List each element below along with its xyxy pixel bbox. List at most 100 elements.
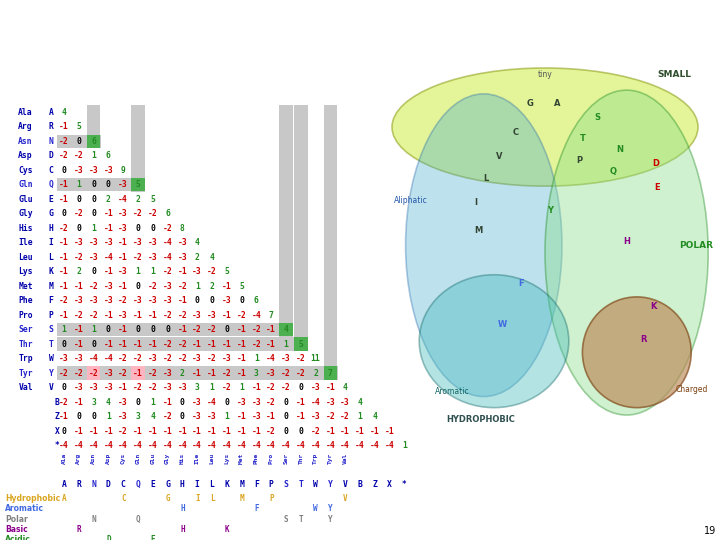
Text: -3: -3	[133, 296, 143, 305]
Text: Asn: Asn	[19, 137, 33, 146]
Text: -2: -2	[207, 325, 217, 334]
Ellipse shape	[419, 275, 569, 408]
Text: H: H	[48, 224, 53, 233]
Text: R: R	[76, 525, 81, 534]
Text: D: D	[106, 536, 111, 540]
Text: -2: -2	[325, 412, 336, 421]
Text: -2: -2	[118, 354, 128, 363]
Text: R: R	[76, 480, 81, 489]
Text: 0: 0	[150, 325, 156, 334]
Text: 1: 1	[91, 151, 96, 160]
Text: 5: 5	[135, 180, 140, 189]
Text: 1: 1	[254, 354, 258, 363]
Bar	[57, 367, 338, 380]
Text: -4: -4	[296, 441, 306, 450]
Text: -4: -4	[163, 253, 173, 261]
Text: -1: -1	[325, 427, 336, 436]
Text: -3: -3	[148, 296, 158, 305]
Text: -2: -2	[266, 427, 276, 436]
Text: Val: Val	[19, 383, 33, 392]
Text: -3: -3	[311, 383, 320, 392]
Text: N: N	[616, 145, 624, 154]
Text: -2: -2	[148, 369, 158, 377]
Text: Asp: Asp	[106, 453, 111, 464]
Text: 4: 4	[195, 238, 199, 247]
Text: -1: -1	[104, 310, 113, 320]
Text: P: P	[48, 310, 53, 320]
Text: G: G	[165, 480, 170, 489]
Text: A: A	[48, 107, 53, 117]
Text: 0: 0	[76, 137, 81, 146]
Text: Arg: Arg	[76, 453, 81, 464]
Text: -3: -3	[251, 412, 261, 421]
Text: -2: -2	[59, 296, 69, 305]
Text: Acidic: Acidic	[5, 536, 31, 540]
Text: H: H	[180, 525, 185, 534]
Text: Hydrophobic: Hydrophobic	[5, 494, 60, 503]
Text: E: E	[150, 480, 156, 489]
Text: K: K	[651, 302, 657, 310]
Text: -4: -4	[133, 441, 143, 450]
Text: -4: -4	[281, 441, 291, 450]
Bar	[57, 323, 294, 336]
Text: 0: 0	[91, 180, 96, 189]
Text: Gly: Gly	[19, 209, 33, 218]
Text: 4: 4	[150, 412, 156, 421]
Text: 4: 4	[358, 397, 362, 407]
Text: Polar: Polar	[5, 515, 28, 523]
Text: -1: -1	[104, 209, 113, 218]
Text: L: L	[210, 494, 215, 503]
Text: 7: 7	[328, 369, 333, 377]
Text: X: X	[55, 427, 60, 436]
Text: -4: -4	[207, 397, 217, 407]
Text: -1: -1	[59, 267, 69, 276]
Text: -4: -4	[89, 441, 99, 450]
Text: 1: 1	[62, 325, 66, 334]
Text: -2: -2	[163, 340, 173, 349]
Text: D: D	[652, 159, 659, 168]
Text: 4: 4	[343, 383, 348, 392]
Text: *: *	[402, 480, 407, 489]
Text: 6: 6	[165, 209, 170, 218]
Text: -1: -1	[192, 340, 202, 349]
Text: -3: -3	[192, 310, 202, 320]
Text: -3: -3	[89, 238, 99, 247]
Text: -4: -4	[163, 238, 173, 247]
Text: -1: -1	[148, 427, 158, 436]
Text: -2: -2	[281, 369, 291, 377]
Text: -2: -2	[133, 253, 143, 261]
Text: 3: 3	[91, 397, 96, 407]
Text: -4: -4	[266, 354, 276, 363]
Text: 2: 2	[195, 253, 199, 261]
Text: -1: -1	[163, 397, 173, 407]
Text: Met: Met	[239, 453, 244, 464]
Text: E: E	[150, 536, 155, 540]
Text: -4: -4	[311, 397, 320, 407]
Text: 4: 4	[284, 325, 289, 334]
Text: 0: 0	[195, 296, 199, 305]
Text: -1: -1	[237, 427, 246, 436]
Text: 0: 0	[165, 325, 170, 334]
Text: -4: -4	[59, 441, 69, 450]
Text: 11: 11	[311, 354, 320, 363]
Text: -1: -1	[163, 427, 173, 436]
Text: Glu: Glu	[19, 194, 33, 204]
Text: -1: -1	[104, 427, 113, 436]
Text: -1: -1	[133, 369, 143, 377]
Bar	[57, 338, 308, 351]
Text: Ile: Ile	[194, 453, 199, 464]
Text: M: M	[239, 494, 244, 503]
Text: -3: -3	[266, 369, 276, 377]
Text: 0: 0	[284, 427, 289, 436]
Text: 1: 1	[150, 397, 156, 407]
Text: -2: -2	[163, 310, 173, 320]
Text: -1: -1	[341, 427, 350, 436]
Text: -4: -4	[251, 310, 261, 320]
Text: Tyr: Tyr	[328, 453, 333, 464]
Text: SMALL: SMALL	[657, 70, 691, 79]
Text: 0: 0	[91, 412, 96, 421]
Text: -3: -3	[118, 310, 128, 320]
Text: -2: -2	[192, 325, 202, 334]
Text: V: V	[48, 383, 53, 392]
Text: -2: -2	[251, 340, 261, 349]
